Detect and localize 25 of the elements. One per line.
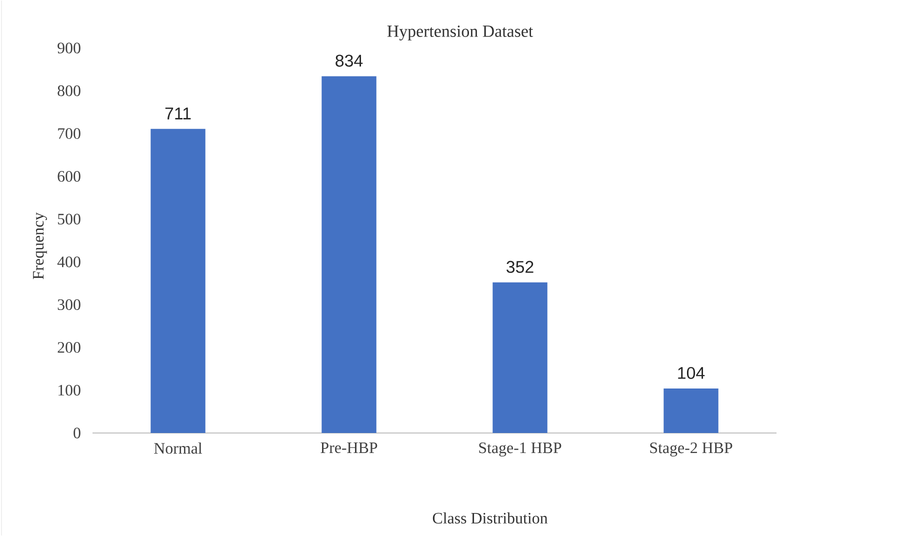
data-label: 104 bbox=[678, 366, 705, 379]
x-tick-label: Pre-HBP bbox=[320, 442, 378, 454]
y-tick-label: 100 bbox=[58, 384, 80, 396]
y-tick-label: 600 bbox=[58, 170, 80, 182]
y-tick-label: 0 bbox=[74, 428, 80, 438]
chart-title: Hypertension Dataset bbox=[387, 26, 534, 40]
data-label: 834 bbox=[336, 54, 363, 67]
data-label: 352 bbox=[506, 260, 534, 273]
y-tick-label: 800 bbox=[58, 85, 80, 96]
y-tick-label: 200 bbox=[58, 342, 80, 353]
x-tick-label: Stage-1 HBP bbox=[479, 442, 562, 456]
x-tick-label: Normal bbox=[154, 442, 202, 454]
y-tick-label: 300 bbox=[58, 299, 80, 310]
bar bbox=[150, 128, 206, 433]
bar bbox=[664, 388, 718, 433]
y-tick-label: 900 bbox=[58, 42, 80, 54]
y-axis-title: Frequency bbox=[33, 212, 47, 280]
x-axis-title: Class Distribution bbox=[432, 512, 548, 524]
bar bbox=[492, 282, 548, 433]
data-label: 711 bbox=[165, 108, 191, 120]
bar bbox=[322, 76, 376, 433]
y-tick-label: 400 bbox=[57, 256, 80, 268]
y-tick-label: 700 bbox=[58, 128, 80, 139]
x-tick-label: Stage-2 HBP bbox=[650, 442, 732, 456]
y-tick-label: 500 bbox=[58, 214, 80, 224]
